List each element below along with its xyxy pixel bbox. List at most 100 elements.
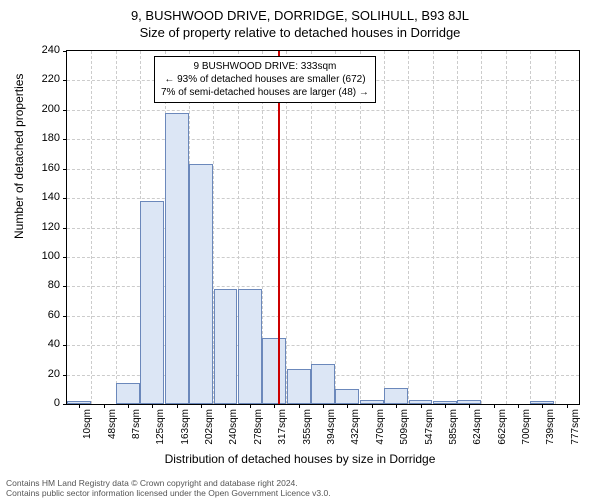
xtick-mark: [469, 404, 470, 408]
ytick-label: 220: [30, 73, 60, 85]
xtick-mark: [299, 404, 300, 408]
xtick-label: 202sqm: [204, 409, 215, 445]
histogram-bar: [140, 201, 164, 404]
xtick-mark: [421, 404, 422, 408]
ytick-label: 180: [30, 132, 60, 144]
gridline-v: [335, 51, 336, 404]
gridline-v: [311, 51, 312, 404]
histogram-bar: [262, 338, 286, 404]
histogram-bar: [335, 389, 359, 404]
xtick-mark: [177, 404, 178, 408]
ytick-label: 160: [30, 162, 60, 174]
xtick-label: 662sqm: [497, 409, 508, 445]
plot-area: [66, 50, 580, 405]
histogram-bar: [360, 400, 384, 404]
xtick-label: 547sqm: [424, 409, 435, 445]
histogram-bar: [433, 401, 457, 404]
xtick-mark: [274, 404, 275, 408]
gridline-v: [91, 51, 92, 404]
histogram-bar: [457, 400, 481, 404]
ytick-mark: [63, 139, 67, 140]
gridline-h: [67, 139, 579, 140]
xtick-mark: [542, 404, 543, 408]
chart-title: 9, BUSHWOOD DRIVE, DORRIDGE, SOLIHULL, B…: [0, 0, 600, 23]
footer-text: Contains HM Land Registry data © Crown c…: [6, 478, 594, 498]
ytick-mark: [63, 198, 67, 199]
xtick-mark: [79, 404, 80, 408]
xtick-mark: [396, 404, 397, 408]
ytick-mark: [63, 345, 67, 346]
xtick-label: 624sqm: [472, 409, 483, 445]
x-axis-label: Distribution of detached houses by size …: [0, 452, 600, 466]
xtick-label: 317sqm: [277, 409, 288, 445]
histogram-bar: [530, 401, 554, 404]
xtick-mark: [494, 404, 495, 408]
xtick-mark: [372, 404, 373, 408]
xtick-mark: [347, 404, 348, 408]
gridline-v: [506, 51, 507, 404]
xtick-mark: [323, 404, 324, 408]
gridline-v: [555, 51, 556, 404]
xtick-label: 48sqm: [107, 409, 118, 439]
xtick-label: 432sqm: [350, 409, 361, 445]
footer-line2: Contains public sector information licen…: [6, 488, 594, 498]
ytick-mark: [63, 80, 67, 81]
xtick-label: 10sqm: [82, 409, 93, 439]
xtick-mark: [567, 404, 568, 408]
xtick-label: 125sqm: [155, 409, 166, 445]
ytick-mark: [63, 228, 67, 229]
histogram-bar: [384, 388, 408, 404]
marker-line: [278, 51, 280, 404]
gridline-h: [67, 198, 579, 199]
ytick-label: 80: [30, 279, 60, 291]
gridline-v: [360, 51, 361, 404]
callout-line: 7% of semi-detached houses are larger (4…: [161, 86, 369, 99]
ytick-label: 120: [30, 221, 60, 233]
gridline-v: [481, 51, 482, 404]
ytick-mark: [63, 404, 67, 405]
histogram-bar: [67, 401, 91, 404]
xtick-mark: [152, 404, 153, 408]
gridline-v: [457, 51, 458, 404]
xtick-label: 700sqm: [521, 409, 532, 445]
xtick-label: 278sqm: [253, 409, 264, 445]
histogram-bar: [238, 289, 262, 404]
ytick-label: 140: [30, 191, 60, 203]
ytick-mark: [63, 316, 67, 317]
callout-line: 9 BUSHWOOD DRIVE: 333sqm: [161, 60, 369, 73]
ytick-label: 40: [30, 338, 60, 350]
xtick-label: 509sqm: [399, 409, 410, 445]
callout-line: ← 93% of detached houses are smaller (67…: [161, 73, 369, 86]
histogram-bar: [165, 113, 189, 404]
gridline-v: [530, 51, 531, 404]
ytick-label: 240: [30, 44, 60, 56]
chart-subtitle: Size of property relative to detached ho…: [0, 23, 600, 40]
xtick-label: 87sqm: [131, 409, 142, 439]
ytick-mark: [63, 257, 67, 258]
xtick-label: 777sqm: [570, 409, 581, 445]
ytick-label: 0: [30, 397, 60, 409]
histogram-bar: [189, 164, 213, 404]
xtick-label: 240sqm: [228, 409, 239, 445]
xtick-mark: [201, 404, 202, 408]
footer-line1: Contains HM Land Registry data © Crown c…: [6, 478, 594, 488]
histogram-bar: [409, 400, 433, 404]
xtick-mark: [445, 404, 446, 408]
gridline-h: [67, 169, 579, 170]
xtick-label: 470sqm: [375, 409, 386, 445]
ytick-mark: [63, 375, 67, 376]
xtick-label: 163sqm: [180, 409, 191, 445]
gridline-v: [408, 51, 409, 404]
xtick-label: 739sqm: [545, 409, 556, 445]
ytick-label: 100: [30, 250, 60, 262]
ytick-mark: [63, 51, 67, 52]
gridline-h: [67, 110, 579, 111]
xtick-label: 585sqm: [448, 409, 459, 445]
histogram-bar: [214, 289, 238, 404]
histogram-bar: [116, 383, 140, 404]
xtick-mark: [250, 404, 251, 408]
xtick-mark: [518, 404, 519, 408]
xtick-label: 394sqm: [326, 409, 337, 445]
xtick-mark: [104, 404, 105, 408]
ytick-mark: [63, 286, 67, 287]
